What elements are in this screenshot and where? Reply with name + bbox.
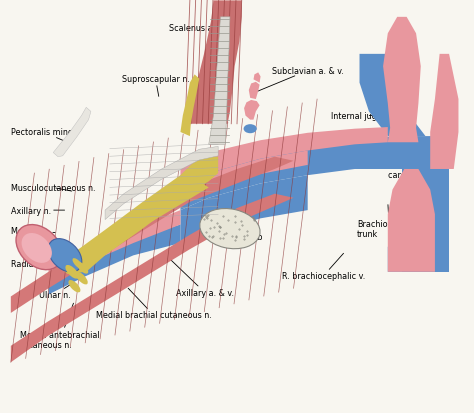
Ellipse shape — [85, 246, 97, 258]
Polygon shape — [185, 1, 242, 124]
Polygon shape — [181, 128, 388, 186]
Polygon shape — [388, 170, 435, 272]
Polygon shape — [388, 170, 430, 272]
Polygon shape — [430, 55, 458, 170]
Polygon shape — [181, 75, 199, 137]
Text: Suproscapular n.: Suproscapular n. — [121, 75, 190, 97]
Ellipse shape — [75, 272, 88, 285]
Polygon shape — [383, 18, 421, 143]
Polygon shape — [110, 182, 209, 247]
Text: R. brachiocephalic v.: R. brachiocephalic v. — [282, 254, 365, 281]
Text: Axillary a. & v.: Axillary a. & v. — [166, 256, 234, 297]
Text: Medial antebrachial
cutaneous n.: Medial antebrachial cutaneous n. — [20, 304, 100, 349]
Ellipse shape — [73, 259, 83, 269]
Ellipse shape — [77, 262, 88, 274]
Polygon shape — [181, 176, 308, 243]
Ellipse shape — [200, 209, 260, 249]
Text: 1st rib: 1st rib — [237, 229, 263, 242]
Polygon shape — [11, 194, 293, 362]
Text: Medial brachial cutaneous n.: Medial brachial cutaneous n. — [96, 289, 211, 320]
Text: Scalenus anterior: Scalenus anterior — [169, 24, 239, 38]
Text: Internal jugular v.: Internal jugular v. — [331, 112, 402, 121]
Polygon shape — [48, 211, 181, 285]
Text: R. common
carotid a.: R. common carotid a. — [388, 152, 434, 179]
Polygon shape — [249, 83, 260, 100]
Text: Median n.: Median n. — [11, 227, 55, 235]
Text: Pectoralis minor: Pectoralis minor — [11, 128, 76, 142]
Polygon shape — [105, 147, 218, 220]
Polygon shape — [48, 225, 181, 295]
Text: Axillary n.: Axillary n. — [11, 206, 64, 215]
Polygon shape — [181, 151, 308, 200]
Ellipse shape — [48, 239, 82, 273]
Polygon shape — [67, 157, 218, 274]
Ellipse shape — [68, 280, 81, 293]
Text: Musculocutaneous n.: Musculocutaneous n. — [11, 183, 95, 192]
Polygon shape — [254, 73, 261, 83]
Polygon shape — [359, 55, 426, 137]
Polygon shape — [58, 256, 86, 274]
Text: Radial n.: Radial n. — [11, 259, 48, 268]
Ellipse shape — [244, 125, 257, 134]
Ellipse shape — [65, 265, 79, 279]
Ellipse shape — [16, 225, 62, 270]
Text: Subclavian a. & v.: Subclavian a. & v. — [256, 66, 344, 93]
Polygon shape — [244, 101, 260, 120]
Polygon shape — [209, 18, 230, 145]
Polygon shape — [11, 157, 293, 313]
Polygon shape — [53, 108, 91, 157]
Text: Ulnar n.: Ulnar n. — [39, 284, 72, 299]
Polygon shape — [181, 137, 449, 211]
Ellipse shape — [22, 233, 52, 263]
Text: Brachiocephalic
trunk: Brachiocephalic trunk — [357, 205, 421, 239]
Polygon shape — [402, 170, 449, 272]
